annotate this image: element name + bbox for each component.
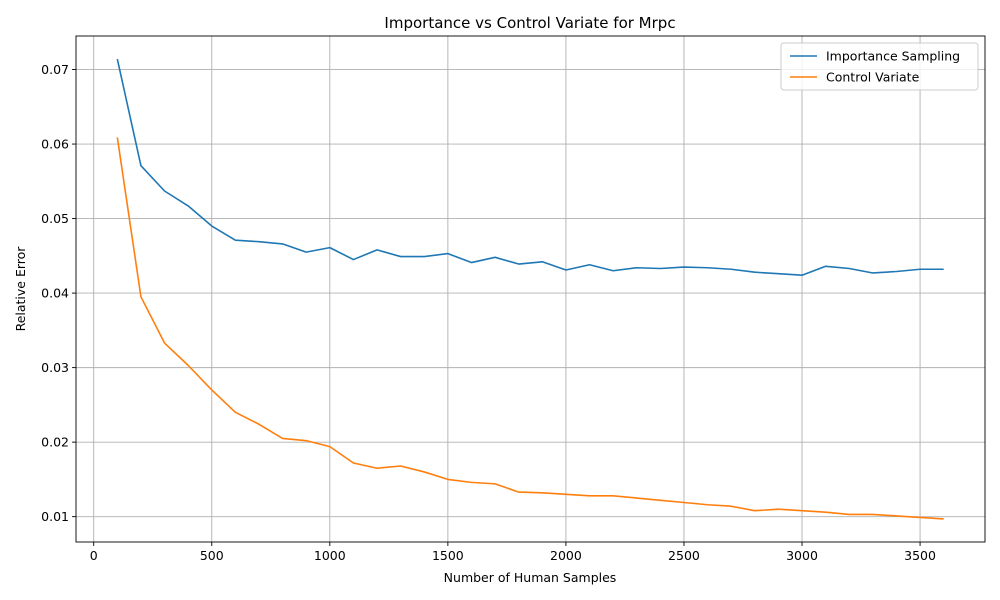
x-tick-label: 3000 [786,548,818,563]
x-tick-label: 2500 [668,548,700,563]
plot-area-frame [75,35,986,543]
legend-label-importance-sampling: Importance Sampling [826,49,960,64]
x-tick-label: 1000 [314,548,346,563]
y-tick-label: 0.04 [41,286,69,301]
series-lines [116,58,944,520]
x-tick-label: 3500 [904,548,936,563]
axis-ticks: 0 500 1000 1500 2000 2500 3000 3500 0.01 0.02 0.03… [41,62,936,563]
y-tick-label: 0.02 [41,435,69,450]
x-axis-label: Number of Human Samples [444,570,617,585]
series-line-importance-sampling [116,58,944,277]
y-tick-label: 0.05 [41,211,69,226]
y-axis-label: Relative Error [13,246,28,332]
y-tick-label: 0.03 [41,360,69,375]
series-line-control-variate [116,137,944,520]
x-tick-label: 1500 [432,548,464,563]
chart-title: Importance vs Control Variate for Mrpc [384,14,675,32]
y-tick-label: 0.07 [41,62,69,77]
grid-lines [76,36,985,542]
legend-frame [780,42,979,91]
x-tick-label: 0 [90,548,98,563]
x-tick-label: 500 [200,548,224,563]
legend: Importance Sampling Control Variate [780,42,979,91]
y-tick-label: 0.06 [41,137,69,152]
x-tick-label: 2000 [550,548,582,563]
legend-label-control-variate: Control Variate [826,70,920,85]
y-tick-label: 0.01 [41,509,69,524]
